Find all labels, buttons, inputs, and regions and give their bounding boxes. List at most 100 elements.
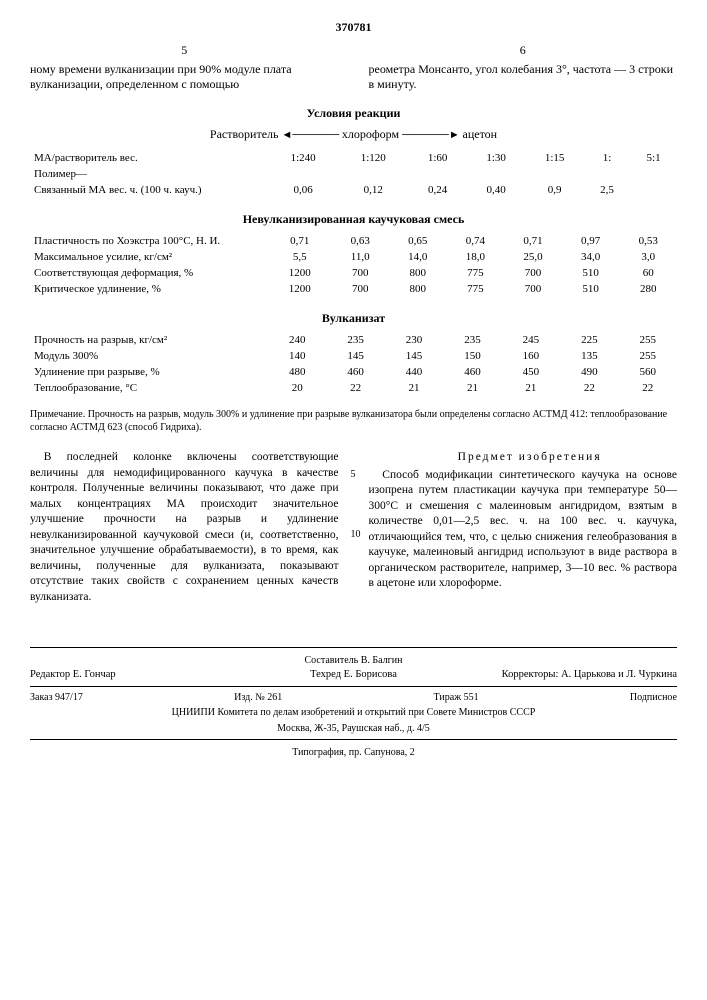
cell: 3,0	[619, 249, 677, 265]
correctors: Корректоры: А. Царькова и Л. Чуркина	[461, 668, 677, 682]
cell: 5:1	[630, 150, 677, 166]
cell: 1:30	[467, 150, 526, 166]
margin-num-10: 10	[351, 528, 361, 542]
cell: 800	[389, 265, 447, 281]
header-columns: 5 ному времени вулканизации при 90% моду…	[30, 43, 677, 92]
arrow-icon: ◄──────	[282, 129, 342, 141]
body-columns: В последней колонке включены соответству…	[30, 450, 677, 607]
cell	[630, 182, 677, 198]
cell: 22	[560, 380, 618, 396]
cell: 1200	[268, 265, 331, 281]
cell: 700	[331, 265, 389, 281]
cell: 775	[447, 265, 505, 281]
org: ЦНИИПИ Комитета по делам изобретений и о…	[30, 706, 677, 720]
table-vulcanizate: Прочность на разрыв, кг/см² 240 235 230 …	[30, 332, 677, 396]
body-left-para: В последней колонке включены соответству…	[30, 450, 339, 605]
cell: 1200	[268, 281, 331, 297]
row-label: Удлинение при разрыве, %	[30, 364, 268, 380]
cell: 140	[268, 348, 326, 364]
cell: 0,74	[447, 233, 505, 249]
cell: 1:240	[268, 150, 338, 166]
cell: 245	[502, 332, 560, 348]
cell: 34,0	[562, 249, 620, 265]
cell: 460	[443, 364, 501, 380]
cell: 5,5	[268, 249, 331, 265]
podpisnoe: Подписное	[630, 691, 677, 705]
table-row: МА/растворитель вес. 1:240 1:120 1:60 1:…	[30, 150, 677, 166]
cell: 230	[385, 332, 443, 348]
cell: 510	[562, 281, 620, 297]
cell: 280	[619, 281, 677, 297]
body-left: В последней колонке включены соответству…	[30, 450, 339, 607]
cell: 450	[502, 364, 560, 380]
row-label: Максимальное усилие, кг/см²	[30, 249, 268, 265]
separator-line	[30, 739, 677, 740]
table-row: Прочность на разрыв, кг/см² 240 235 230 …	[30, 332, 677, 348]
cell: 480	[268, 364, 326, 380]
cell: 510	[562, 265, 620, 281]
table-row: Пластичность по Хоэкстра 100°С, Н. И. 0,…	[30, 233, 677, 249]
section1-title: Условия реакции	[30, 106, 677, 121]
cell: 21	[502, 380, 560, 396]
row-label: Модуль 300%	[30, 348, 268, 364]
row-label: Прочность на разрыв, кг/см²	[30, 332, 268, 348]
cell: 25,0	[504, 249, 562, 265]
cell: 255	[619, 348, 677, 364]
cell: 240	[268, 332, 326, 348]
header-text-right: реометра Монсанто, угол колебания 3°, ча…	[369, 62, 678, 92]
solvent-2: ацетон	[463, 127, 498, 141]
cell: 145	[326, 348, 384, 364]
cell: 20	[268, 380, 326, 396]
table-row: Критическое удлинение, % 1200 700 800 77…	[30, 281, 677, 297]
editor: Редактор Е. Гончар	[30, 668, 246, 682]
compiler: Составитель В. Балгин	[30, 654, 677, 668]
techred: Техред Е. Борисова	[246, 668, 462, 682]
col-num-left: 5	[30, 43, 339, 58]
typography: Типография, пр. Сапунова, 2	[30, 746, 677, 760]
cell: 235	[326, 332, 384, 348]
cell: 160	[502, 348, 560, 364]
cell: 0,97	[562, 233, 620, 249]
row-label: МА/растворитель вес.	[30, 150, 268, 166]
cell: 440	[385, 364, 443, 380]
col-num-right: 6	[369, 43, 678, 58]
cell: 0,53	[619, 233, 677, 249]
note-text: Примечание. Прочность на разрыв, модуль …	[30, 408, 677, 434]
cell: 560	[619, 364, 677, 380]
table-row: Удлинение при разрыве, % 480 460 440 460…	[30, 364, 677, 380]
cell: 0,9	[525, 182, 584, 198]
cell: 21	[443, 380, 501, 396]
claim-title: Предмет изобретения	[369, 450, 678, 466]
cell: 14,0	[389, 249, 447, 265]
body-right: 5 10 Предмет изобретения Способ модифика…	[369, 450, 678, 607]
cell: 18,0	[447, 249, 505, 265]
cell: 22	[326, 380, 384, 396]
cell: 0,12	[338, 182, 408, 198]
publication-info: Составитель В. Балгин Редактор Е. Гончар…	[30, 654, 677, 760]
cell: 775	[447, 281, 505, 297]
solvent-label: Растворитель	[210, 127, 279, 141]
addr: Москва, Ж-35, Раушская наб., д. 4/5	[30, 722, 677, 736]
cell: 0,65	[389, 233, 447, 249]
cell: 11,0	[331, 249, 389, 265]
section3-title: Вулканизат	[30, 311, 677, 326]
row-label: Пластичность по Хоэкстра 100°С, Н. И.	[30, 233, 268, 249]
cell: 235	[443, 332, 501, 348]
cell: 255	[619, 332, 677, 348]
table-row: Теплообразование, °С 20 22 21 21 21 22 2…	[30, 380, 677, 396]
cell: 145	[385, 348, 443, 364]
cell: 800	[389, 281, 447, 297]
separator-line	[30, 647, 677, 648]
cell: 21	[385, 380, 443, 396]
margin-num-5: 5	[351, 468, 356, 482]
cell: 135	[560, 348, 618, 364]
solvent-1: хлороформ	[342, 127, 399, 141]
cell: 0,63	[331, 233, 389, 249]
cell: 0,71	[268, 233, 331, 249]
row-label: Полимер—	[30, 166, 268, 182]
cell: 700	[504, 281, 562, 297]
cell: 700	[504, 265, 562, 281]
section2-title: Невулканизированная каучуковая смесь	[30, 212, 677, 227]
cell: 22	[619, 380, 677, 396]
cell: 700	[331, 281, 389, 297]
